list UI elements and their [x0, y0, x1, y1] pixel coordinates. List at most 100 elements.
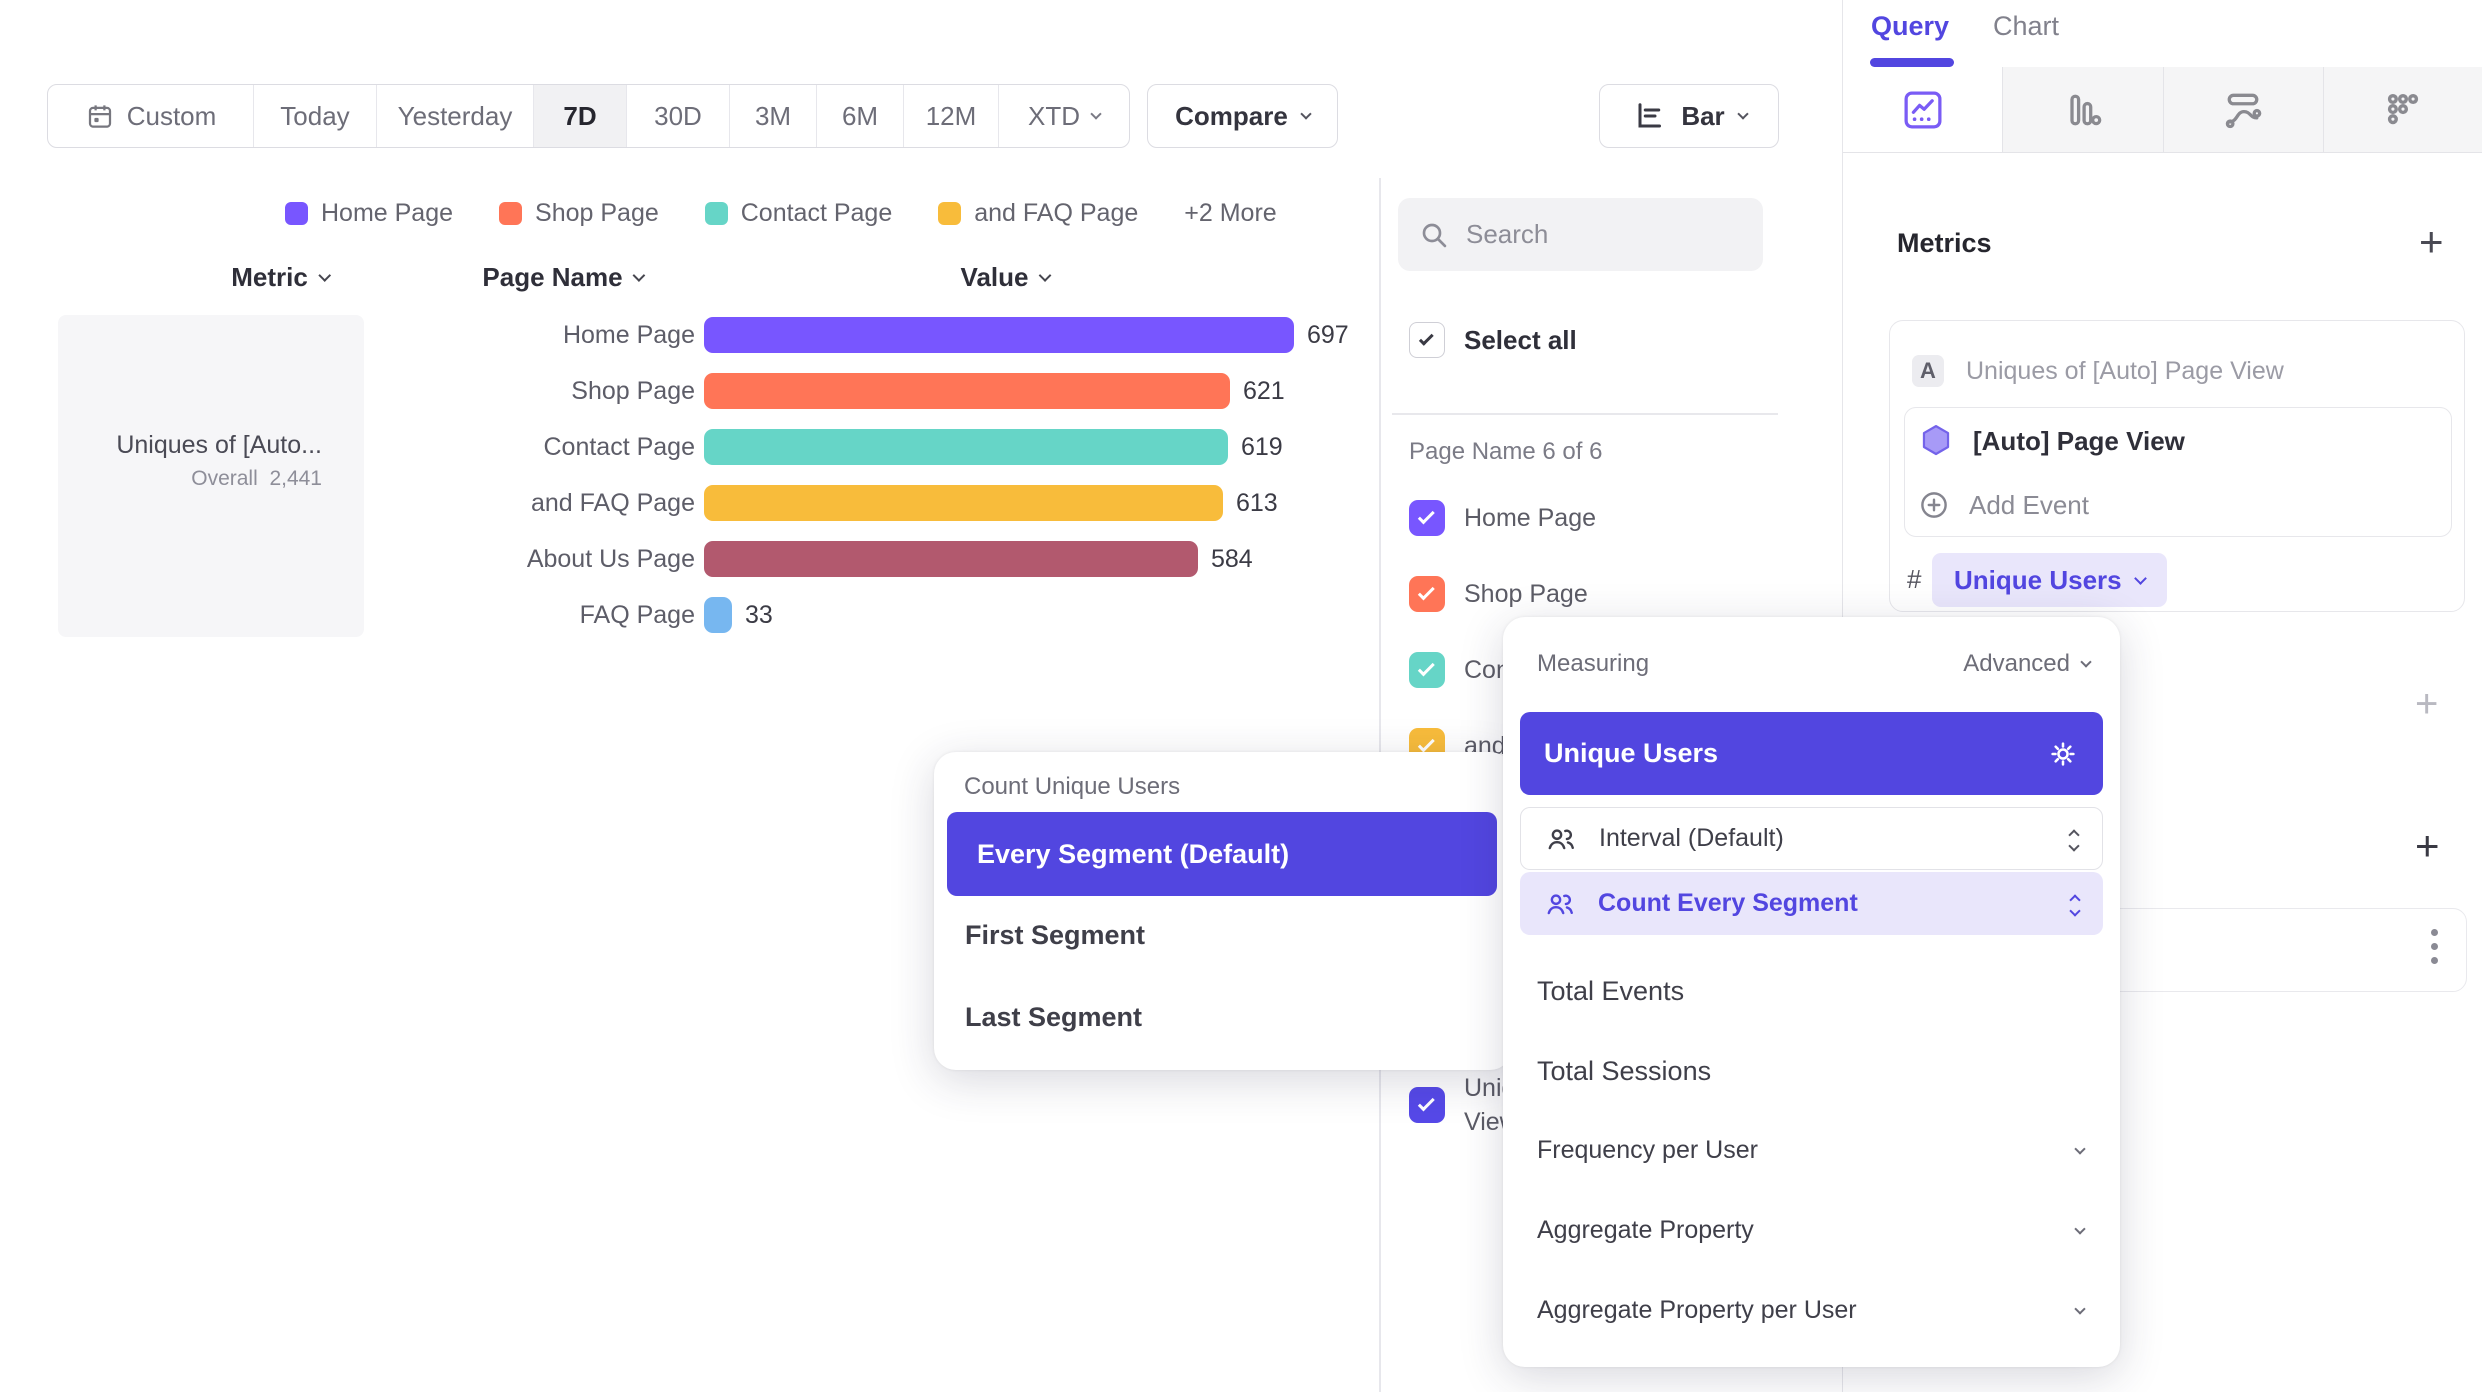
measurement-dropdown[interactable]: Unique Users [1932, 553, 2167, 607]
filter-item-shop-page[interactable]: Shop Page [1409, 576, 1588, 612]
event-row[interactable]: [Auto] Page View [1917, 422, 2185, 460]
option-total-sessions[interactable]: Total Sessions [1537, 1056, 1711, 1087]
chart-type-button[interactable]: Bar [1599, 84, 1779, 148]
date-range-7d-selected[interactable]: 7D [533, 85, 626, 147]
legend-label: and FAQ Page [974, 199, 1139, 227]
option-every-segment-selected[interactable]: Every Segment (Default) [947, 812, 1497, 896]
legend-item[interactable]: Shop Page [499, 199, 659, 228]
date-range-label: 12M [925, 100, 977, 131]
people-icon [1545, 823, 1577, 855]
checkbox-checked[interactable] [1409, 500, 1445, 536]
overall-value: 2,441 [269, 467, 322, 490]
checkbox-checked[interactable] [1409, 576, 1445, 612]
option-label: Total Sessions [1537, 1056, 1712, 1086]
add-filter-button[interactable]: + [2415, 682, 2439, 726]
filter-item-home-page[interactable]: Home Page [1409, 500, 1596, 536]
date-range-12m[interactable]: 12M [903, 85, 998, 147]
bar-shop-page[interactable] [704, 373, 1230, 409]
gear-icon[interactable] [2047, 738, 2079, 770]
option-total-events[interactable]: Total Events [1537, 976, 1684, 1007]
add-event-row[interactable]: Add Event [1917, 488, 2089, 522]
bar-category-label: Shop Page [571, 376, 695, 405]
date-range-custom[interactable]: Custom [48, 85, 253, 147]
report-type-flows[interactable] [2162, 67, 2323, 152]
legend-item[interactable]: Home Page [285, 199, 453, 228]
option-label: Every Segment (Default) [977, 838, 1290, 869]
bar-value: 619 [1241, 432, 1283, 461]
add-metric-button[interactable]: + [2419, 218, 2444, 265]
metric-summary-cell[interactable]: Uniques of [Auto... Overall 2,441 [58, 315, 364, 637]
option-count-every-segment[interactable]: Count Every Segment [1520, 872, 2103, 935]
circle-plus-icon [1917, 488, 1951, 522]
horizontal-divider [1392, 413, 1778, 415]
report-type-funnels[interactable] [2002, 67, 2163, 152]
bar-faq-page[interactable] [704, 597, 732, 633]
chart-legend: Home Page Shop Page Contact Page and FAQ… [285, 199, 1277, 228]
advanced-dropdown[interactable]: Advanced [1963, 650, 2092, 678]
checkbox-checked[interactable] [1409, 1087, 1445, 1123]
option-last-segment[interactable]: Last Segment [965, 1002, 1142, 1033]
check-icon [1417, 659, 1435, 677]
compare-button[interactable]: Compare [1147, 84, 1338, 148]
tab-query[interactable]: Query [1871, 11, 1949, 42]
column-header-value[interactable]: Value [961, 262, 1052, 293]
measuring-header: Measuring Advanced [1537, 650, 2092, 678]
column-header-metric[interactable]: Metric [231, 262, 331, 293]
date-range-3m[interactable]: 3M [729, 85, 816, 147]
add-breakdown-button[interactable]: + [2415, 822, 2440, 869]
vertical-bars-icon [2061, 88, 2105, 132]
select-all-label: Select all [1464, 324, 1577, 355]
select-all-checkbox[interactable] [1409, 322, 1445, 358]
legend-item[interactable]: and FAQ Page [938, 199, 1138, 228]
option-unique-users-selected[interactable]: Unique Users [1520, 712, 2103, 795]
date-range-30d[interactable]: 30D [626, 85, 729, 147]
tab-chart[interactable]: Chart [1993, 11, 2059, 42]
checkbox-checked[interactable] [1409, 652, 1445, 688]
date-range-label: XTD [1028, 100, 1080, 131]
popover-title: Count Unique Users [964, 773, 1181, 800]
legend-item[interactable]: Contact Page [704, 199, 892, 228]
bar-about-us-page[interactable] [704, 541, 1198, 577]
chevron-down-icon [1038, 269, 1052, 282]
option-interval-default[interactable]: Interval (Default) [1520, 807, 2103, 870]
bar-row: Contact Page 619 [0, 429, 1283, 465]
legend-swatch [938, 202, 962, 225]
more-options-icon[interactable] [2431, 929, 2438, 964]
option-aggregate-property[interactable]: Aggregate Property [1537, 1216, 2086, 1245]
flow-icon [2221, 88, 2265, 132]
calendar-icon [85, 101, 115, 131]
legend-label: Home Page [321, 199, 454, 227]
chevron-down-icon [2074, 1142, 2086, 1155]
option-first-segment[interactable]: First Segment [965, 920, 1145, 951]
select-arrows-icon [2069, 892, 2081, 917]
select-all-row[interactable]: Select all [1409, 322, 1577, 358]
bar-value: 33 [745, 600, 773, 629]
bar-home-page[interactable] [704, 317, 1294, 353]
date-range-6m[interactable]: 6M [816, 85, 903, 147]
number-type-symbol: # [1907, 564, 1922, 594]
chevron-down-icon [2074, 1302, 2086, 1315]
option-label: Interval (Default) [1599, 824, 1784, 852]
bar-category-label: FAQ Page [579, 600, 695, 629]
legend-more-link[interactable]: +2 More [1184, 199, 1277, 227]
tab-label: Chart [1993, 11, 2060, 41]
date-range-label: 30D [654, 100, 702, 131]
date-range-yesterday[interactable]: Yesterday [376, 85, 533, 147]
option-frequency-per-user[interactable]: Frequency per User [1537, 1136, 2086, 1165]
report-type-insights-active[interactable] [1843, 67, 2003, 152]
bar-and-faq-page[interactable] [704, 485, 1223, 521]
report-type-retention[interactable] [2322, 67, 2482, 152]
column-header-page-name[interactable]: Page Name [482, 262, 646, 293]
date-range-xtd[interactable]: XTD [998, 85, 1129, 147]
option-label: Aggregate Property per User [1537, 1296, 1857, 1324]
dots-triangle-icon [2381, 88, 2425, 132]
count-unique-users-popover: Count Unique Users Every Segment (Defaul… [934, 752, 1512, 1070]
option-aggregate-property-per-user[interactable]: Aggregate Property per User [1537, 1296, 2086, 1325]
option-label: Unique Users [1544, 738, 1719, 768]
active-tab-underline [1870, 58, 1954, 67]
date-range-today[interactable]: Today [253, 85, 376, 147]
bar-contact-page[interactable] [704, 429, 1228, 465]
search-input[interactable]: Search [1398, 198, 1763, 271]
date-range-segmented-control: Custom Today Yesterday 7D 30D 3M 6M 12M … [47, 84, 1130, 148]
metric-card[interactable]: A Uniques of [Auto] Page View [Auto] Pag… [1889, 320, 2465, 612]
